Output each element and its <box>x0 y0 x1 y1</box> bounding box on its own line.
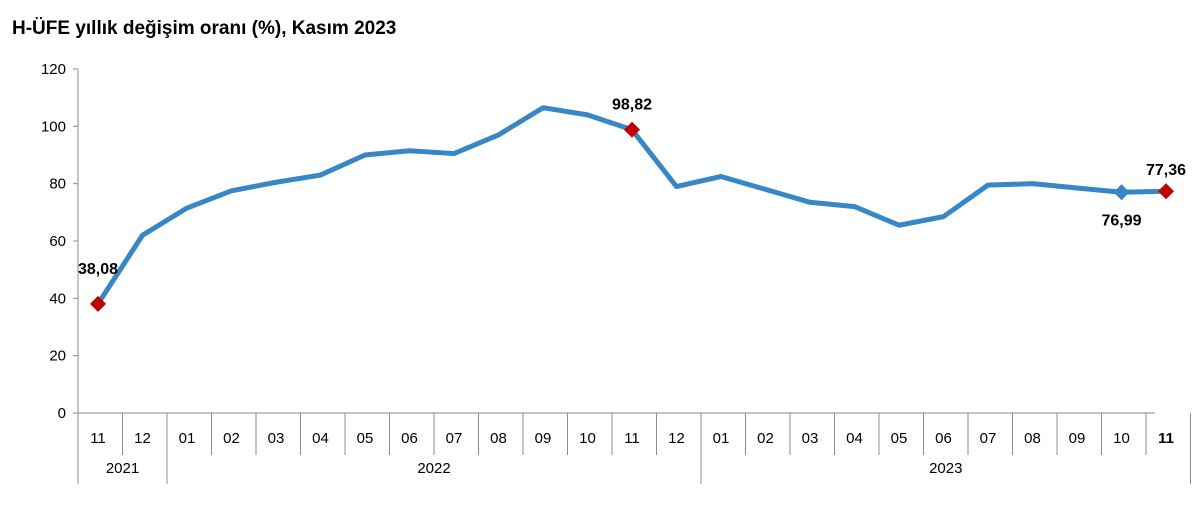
y-tick-label: 40 <box>49 290 66 307</box>
data-point-marker <box>624 121 640 138</box>
x-tick-label: 11 <box>624 430 640 447</box>
x-tick-label: 07 <box>446 430 463 447</box>
x-tick-label: 02 <box>223 430 240 447</box>
year-label: 2021 <box>106 460 139 477</box>
x-tick-label: 08 <box>490 430 507 447</box>
x-tick-label: 04 <box>312 430 329 447</box>
data-label: 38,08 <box>78 261 118 278</box>
x-tick-label: 11 <box>1158 430 1174 447</box>
x-tick-label: 08 <box>1024 430 1041 447</box>
data-point-marker <box>90 295 106 312</box>
x-tick-label: 12 <box>668 430 685 447</box>
y-tick-label: 20 <box>49 348 66 365</box>
x-tick-label: 05 <box>357 430 374 447</box>
y-tick-label: 60 <box>49 233 66 250</box>
x-tick-label: 10 <box>579 430 596 447</box>
x-tick-label: 04 <box>846 430 863 447</box>
x-tick-label: 01 <box>713 430 730 447</box>
x-tick-label: 03 <box>268 430 285 447</box>
x-tick-label: 02 <box>757 430 774 447</box>
y-tick-label: 80 <box>49 176 66 193</box>
x-tick-label: 05 <box>891 430 908 447</box>
x-tick-label: 06 <box>935 430 952 447</box>
data-point-marker <box>1113 184 1130 201</box>
x-tick-label: 07 <box>980 430 997 447</box>
y-tick-label: 100 <box>41 118 66 135</box>
data-label: 77,36 <box>1146 162 1186 179</box>
y-tick-label: 0 <box>58 405 66 422</box>
x-tick-label: 01 <box>179 430 196 447</box>
year-label: 2022 <box>417 460 450 477</box>
x-tick-label: 09 <box>535 430 552 447</box>
x-tick-label: 03 <box>802 430 819 447</box>
x-tick-label: 11 <box>90 430 106 447</box>
data-label: 76,99 <box>1101 212 1141 229</box>
year-label: 2023 <box>929 460 962 477</box>
x-tick-label: 12 <box>134 430 151 447</box>
chart-title: H-ÜFE yıllık değişim oranı (%), Kasım 20… <box>12 18 397 39</box>
x-tick-label: 06 <box>401 430 418 447</box>
data-label: 98,82 <box>612 97 652 114</box>
x-tick-label: 09 <box>1069 430 1086 447</box>
y-tick-label: 120 <box>41 61 66 78</box>
data-point-marker <box>1158 183 1174 200</box>
x-tick-label: 10 <box>1113 430 1130 447</box>
